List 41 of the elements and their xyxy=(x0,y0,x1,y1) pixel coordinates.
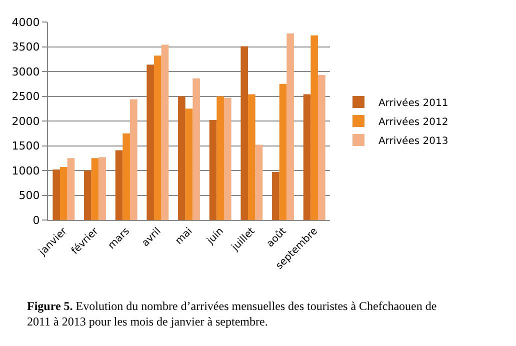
bar xyxy=(178,96,186,220)
bar xyxy=(91,158,99,220)
bar xyxy=(185,108,193,220)
bar xyxy=(67,158,75,220)
bar xyxy=(192,78,200,220)
bar xyxy=(216,96,224,220)
bar xyxy=(130,99,138,220)
bar xyxy=(60,167,68,220)
y-tick-label: 500 xyxy=(18,189,40,202)
bar xyxy=(161,44,169,220)
bar xyxy=(286,33,294,220)
bar xyxy=(310,35,318,220)
bar xyxy=(209,120,217,220)
y-tick-label: 1500 xyxy=(12,140,40,153)
y-tick-label: 2500 xyxy=(12,90,40,104)
y-tick-label: 3500 xyxy=(12,40,40,54)
y-tick-label: 2000 xyxy=(12,114,40,128)
caption: Figure 5. xyxy=(27,299,73,313)
bar xyxy=(240,46,248,220)
bar xyxy=(279,84,287,220)
bar xyxy=(224,98,232,220)
bar xyxy=(318,74,326,220)
bar xyxy=(84,170,92,220)
legend-label: Arrivées 2013 xyxy=(378,136,448,147)
bar xyxy=(248,94,256,220)
bar xyxy=(303,94,311,220)
legend-label: Arrivées 2011 xyxy=(378,98,448,109)
y-tick-label: 4000 xyxy=(12,16,40,29)
bar xyxy=(122,133,130,220)
y-tick-label: 0 xyxy=(32,214,40,227)
bar xyxy=(255,144,263,220)
x-tick-label: mai xyxy=(174,226,195,247)
y-tick-label: 3000 xyxy=(12,65,40,78)
bar xyxy=(52,170,60,220)
bar xyxy=(98,157,106,220)
bar xyxy=(146,64,154,220)
y-tick-label: 1000 xyxy=(12,164,40,178)
bar xyxy=(154,56,162,220)
bar xyxy=(115,150,123,220)
legend-label: Arrivées 2012 xyxy=(378,116,448,128)
bar xyxy=(272,172,280,220)
